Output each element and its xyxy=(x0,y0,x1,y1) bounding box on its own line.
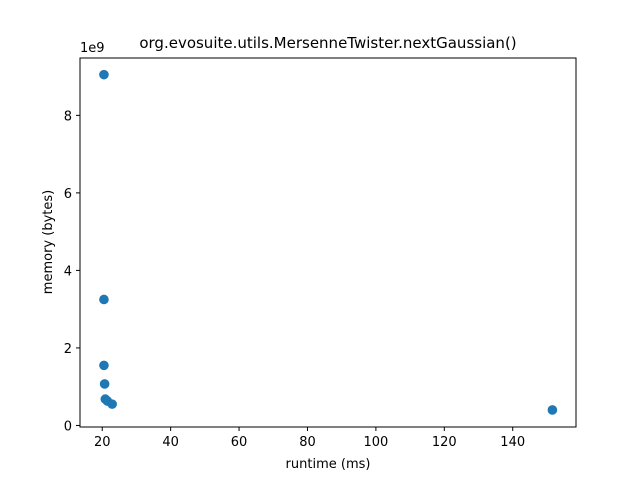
y-tick-label: 8 xyxy=(64,109,72,124)
data-point xyxy=(107,399,117,409)
y-tick-label: 0 xyxy=(64,419,72,434)
x-tick-label: 100 xyxy=(363,435,388,450)
x-axis: 20 40 60 80 100 120 140 xyxy=(94,427,525,450)
y-tick-label: 6 xyxy=(64,187,72,202)
data-point xyxy=(547,405,558,415)
x-tick-label: 140 xyxy=(500,435,525,450)
data-point xyxy=(99,379,110,389)
data-point xyxy=(99,294,109,305)
y-axis-offset-label: 1e9 xyxy=(80,41,105,56)
x-tick-label: 120 xyxy=(432,435,457,450)
data-point xyxy=(99,69,109,80)
y-axis: 0 2 4 6 8 xyxy=(64,109,80,434)
x-tick-label: 40 xyxy=(162,435,179,450)
plot-area xyxy=(99,69,558,415)
x-tick-label: 60 xyxy=(231,435,248,450)
data-point xyxy=(99,360,109,371)
y-axis-label: memory (bytes) xyxy=(41,190,56,294)
y-tick-label: 4 xyxy=(64,264,72,279)
axes-frame xyxy=(79,57,577,428)
x-tick-label: 80 xyxy=(299,435,316,450)
x-axis-label: runtime (ms) xyxy=(286,457,371,472)
chart-title: org.evosuite.utils.MersenneTwister.nextG… xyxy=(139,34,516,52)
x-tick-label: 20 xyxy=(94,435,111,450)
y-tick-label: 2 xyxy=(64,342,72,357)
